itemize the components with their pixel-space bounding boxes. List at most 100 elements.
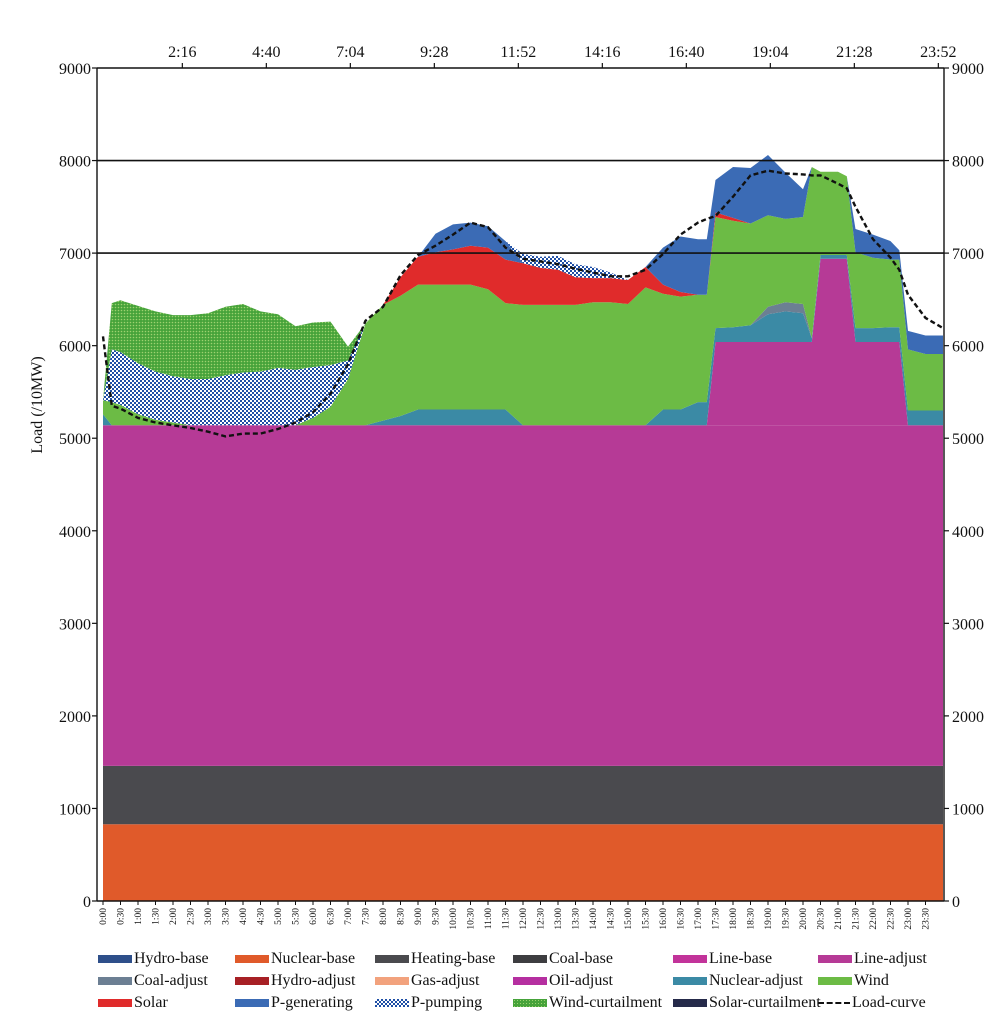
bottom-x-tick-label: 2:00 — [169, 908, 179, 925]
legend-label: P-pumping — [411, 994, 483, 1011]
y-tick-label-right: 9000 — [952, 61, 984, 78]
bottom-x-tick-label: 18:30 — [747, 908, 757, 930]
legend-item-line-base: Line-base — [673, 949, 818, 969]
bottom-x-tick-label: 14:30 — [607, 908, 617, 930]
legend-swatch — [235, 955, 269, 963]
area-wind — [103, 167, 943, 426]
legend-label: Solar — [134, 994, 168, 1011]
legend-swatch — [235, 999, 269, 1007]
legend-label: Nuclear-base — [271, 950, 356, 967]
bottom-x-tick-label: 1:00 — [134, 908, 144, 925]
bottom-x-tick-label: 16:30 — [677, 908, 687, 930]
bottom-x-tick-label: 19:00 — [764, 908, 774, 930]
bottom-x-tick-label: 21:00 — [834, 908, 844, 930]
bottom-x-tick-label: 19:30 — [782, 908, 792, 930]
legend-item-wind-curtailment: Wind-curtailment — [513, 993, 673, 1013]
area-line-base — [103, 425, 943, 766]
y-tick-label-left: 4000 — [59, 524, 91, 541]
top-x-tick-label: 16:40 — [668, 44, 704, 61]
y-tick-label-left: 8000 — [59, 154, 91, 171]
legend-label: Coal-adjust — [134, 972, 208, 989]
y-tick-label-left: 1000 — [59, 801, 91, 818]
chart-legend: Hydro-base Nuclear-base Heating-base Coal-b… — [98, 949, 978, 1013]
bottom-x-tick-label: 8:30 — [397, 908, 407, 925]
legend-swatch — [375, 955, 409, 963]
y-tick-label-left: 6000 — [59, 339, 91, 356]
y-tick-label-right: 2000 — [952, 709, 984, 726]
bottom-x-tick-label: 11:30 — [502, 908, 512, 930]
bottom-x-tick-label: 18:00 — [729, 908, 739, 930]
bottom-x-tick-label: 13:00 — [554, 908, 564, 930]
legend-label: Oil-adjust — [549, 972, 613, 989]
legend-item-solar: Solar — [98, 993, 235, 1013]
stacked-area-chart: 0 0 1000 1000 2000 2000 3000 3000 4000 4000 5000 50… — [29, 44, 984, 930]
area-heating-base — [103, 765, 943, 825]
y-tick-label-right: 8000 — [952, 154, 984, 171]
bottom-x-tick-label: 5:30 — [292, 908, 302, 925]
legend-item-hydro-adjust: Hydro-adjust — [235, 971, 375, 991]
bottom-x-tick-label: 7:00 — [344, 908, 354, 925]
area-nuclear-adjust — [103, 255, 943, 426]
y-tick-label-right: 1000 — [952, 801, 984, 818]
bottom-x-tick-label: 0:30 — [117, 908, 127, 925]
y-tick-label-left: 9000 — [59, 61, 91, 78]
bottom-x-tick-label: 3:30 — [222, 908, 232, 925]
bottom-x-tick-label: 12:30 — [537, 908, 547, 930]
legend-swatch — [818, 977, 852, 985]
legend-label: Wind-curtailment — [549, 994, 663, 1011]
bottom-x-tick-label: 23:00 — [904, 908, 914, 930]
y-tick-label-left: 0 — [83, 894, 91, 911]
legend-item-line-adjust: Line-adjust — [818, 949, 968, 969]
top-x-tick-label: 23:52 — [920, 44, 956, 61]
bottom-x-tick-label: 8:00 — [379, 908, 389, 925]
y-tick-label-left: 2000 — [59, 709, 91, 726]
bottom-x-tick-label: 22:00 — [869, 908, 879, 930]
bottom-x-tick-label: 6:00 — [309, 908, 319, 925]
bottom-x-tick-label: 5:00 — [274, 908, 284, 925]
legend-item-coal-adjust: Coal-adjust — [98, 971, 235, 991]
legend-item-p-generating: P-generating — [235, 993, 375, 1013]
bottom-x-tick-label: 0:00 — [99, 908, 109, 925]
top-x-tick-label: 19:04 — [752, 44, 788, 61]
legend-item-coal-base: Coal-base — [513, 949, 673, 969]
bottom-x-tick-label: 11:00 — [484, 908, 494, 930]
y-tick-label-right: 5000 — [952, 431, 984, 448]
legend-item-solar-curtailment: Solar-curtailment — [673, 993, 821, 1013]
area-solar — [103, 167, 943, 426]
y-tick-label-right: 7000 — [952, 246, 984, 263]
top-x-tick-label: 7:04 — [336, 44, 364, 61]
bottom-x-tick-label: 10:00 — [449, 908, 459, 930]
legend-swatch — [818, 955, 852, 963]
bottom-x-tick-label: 23:30 — [922, 908, 932, 930]
bottom-x-tick-label: 16:00 — [659, 908, 669, 930]
legend-label: Nuclear-adjust — [709, 972, 803, 989]
y-tick-label-right: 0 — [952, 894, 960, 911]
area-p-pumping — [103, 155, 943, 426]
y-tick-label-left: 5000 — [59, 431, 91, 448]
legend-swatch — [673, 999, 707, 1007]
legend-item-nuclear-adjust: Nuclear-adjust — [673, 971, 818, 991]
bottom-x-tick-label: 15:30 — [642, 908, 652, 930]
legend-label: Coal-base — [549, 950, 613, 967]
bottom-x-tick-label: 13:30 — [572, 908, 582, 930]
legend-label: Line-base — [709, 950, 773, 967]
legend-item-hydro-base: Hydro-base — [98, 949, 235, 969]
bottom-x-tick-label: 14:00 — [589, 908, 599, 930]
area-nuclear-base — [103, 824, 943, 901]
bottom-x-tick-label: 21:30 — [852, 908, 862, 930]
top-x-tick-label: 14:16 — [584, 44, 620, 61]
legend-label: P-generating — [271, 994, 353, 1011]
legend-swatch — [98, 955, 132, 963]
bottom-x-tick-label: 6:30 — [327, 908, 337, 925]
legend-swatch — [375, 999, 409, 1007]
legend-swatch — [513, 999, 547, 1007]
legend-label: Load-curve — [852, 994, 926, 1011]
legend-item-load-curve: Load-curve — [818, 993, 968, 1013]
legend-item-p-pumping: P-pumping — [375, 993, 513, 1013]
bottom-x-tick-label: 4:00 — [239, 908, 249, 925]
bottom-x-tick-label: 4:30 — [257, 908, 267, 925]
top-x-tick-label: 2:16 — [168, 44, 196, 61]
legend-item-heating-base: Heating-base — [375, 949, 513, 969]
bottom-x-tick-label: 15:00 — [624, 908, 634, 930]
y-axis-label: Load (/10MW) — [29, 356, 46, 453]
